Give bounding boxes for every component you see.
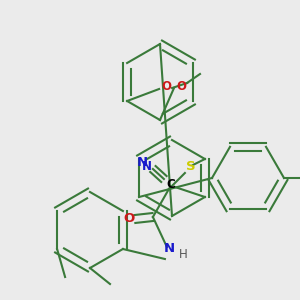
Text: N: N <box>163 242 175 256</box>
Text: O: O <box>176 80 186 92</box>
Text: O: O <box>161 80 171 94</box>
Text: H: H <box>178 248 187 262</box>
Text: N: N <box>136 155 148 169</box>
Text: C: C <box>167 178 175 190</box>
Text: O: O <box>123 212 134 226</box>
Text: S: S <box>186 160 196 173</box>
Text: N: N <box>142 160 152 172</box>
